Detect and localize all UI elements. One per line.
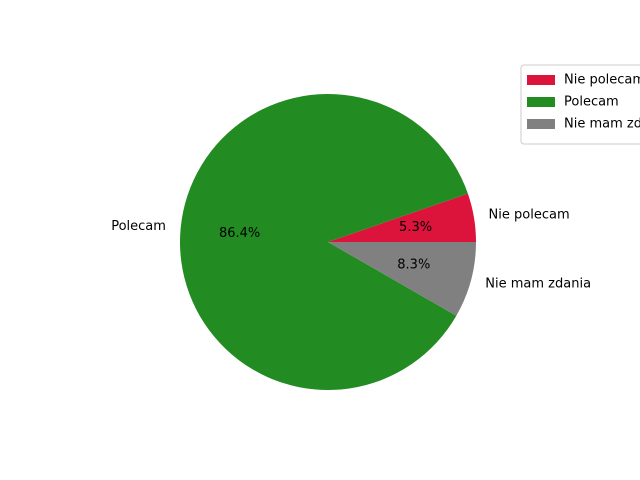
- legend: Nie polecam Polecam Nie mam zdania: [520, 64, 640, 145]
- pie-slice-nie-polecam: [328, 193, 476, 242]
- percent-label-polecam: 86.4%: [219, 226, 260, 241]
- legend-label-nie-polecam: Nie polecam: [564, 73, 640, 88]
- legend-swatch-nie-mam-zdania: [527, 119, 555, 129]
- pie-slice-nie-mam-zdania: [328, 242, 476, 316]
- legend-label-polecam: Polecam: [564, 95, 619, 110]
- legend-swatch-polecam: [527, 97, 555, 107]
- pie-labels: Nie polecam 5.3% Polecam 86.4% Nie mam zdani…: [111, 208, 591, 292]
- percent-label-nie-polecam: 5.3%: [399, 220, 432, 235]
- pie-slice-polecam: [179, 94, 468, 391]
- slice-label-nie-polecam: Nie polecam: [489, 208, 570, 223]
- pie-slices: [179, 94, 476, 391]
- legend-label-nie-mam-zdania: Nie mam zdania: [564, 117, 640, 132]
- slice-label-polecam: Polecam: [111, 219, 166, 234]
- legend-swatch-nie-polecam: [527, 75, 555, 85]
- percent-label-nie-mam-zdania: 8.3%: [397, 257, 430, 272]
- slice-label-nie-mam-zdania: Nie mam zdania: [485, 276, 591, 291]
